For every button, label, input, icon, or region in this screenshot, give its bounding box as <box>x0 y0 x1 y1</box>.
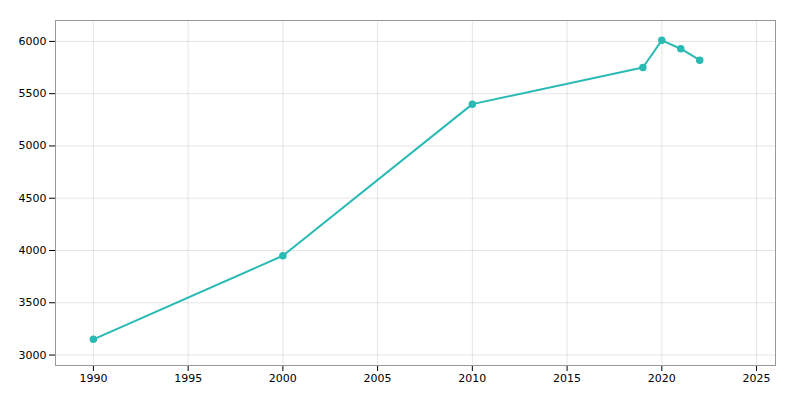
svg-text:2005: 2005 <box>364 372 392 385</box>
svg-text:4000: 4000 <box>19 244 47 257</box>
svg-text:2010: 2010 <box>458 372 486 385</box>
svg-text:1990: 1990 <box>79 372 107 385</box>
svg-text:3500: 3500 <box>19 296 47 309</box>
svg-text:2025: 2025 <box>743 372 771 385</box>
svg-text:2020: 2020 <box>648 372 676 385</box>
svg-text:3000: 3000 <box>19 349 47 362</box>
svg-text:1995: 1995 <box>174 372 202 385</box>
svg-text:6000: 6000 <box>19 35 47 48</box>
svg-text:2000: 2000 <box>269 372 297 385</box>
svg-text:5500: 5500 <box>19 87 47 100</box>
svg-text:2015: 2015 <box>553 372 581 385</box>
svg-text:4500: 4500 <box>19 192 47 205</box>
svg-text:5000: 5000 <box>19 139 47 152</box>
